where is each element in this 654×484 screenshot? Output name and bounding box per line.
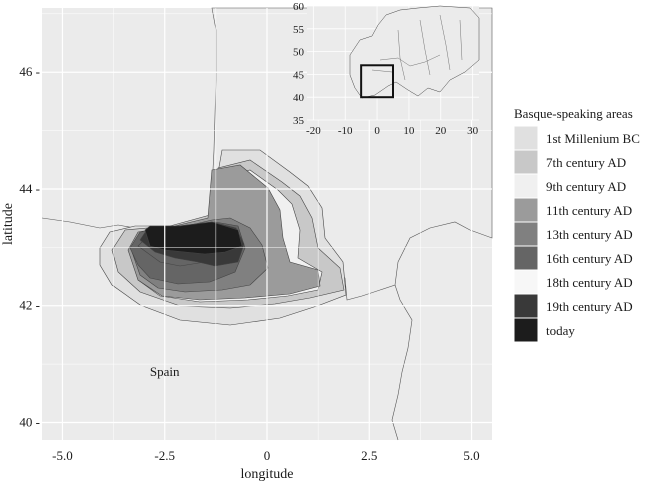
y-axis-label: latitude [1, 203, 16, 245]
legend-swatch [513, 293, 539, 319]
legend-label: 13th century AD [546, 227, 633, 242]
inset-y-tick-label: 40 [293, 92, 305, 104]
inset-y-tick-label: 50 [293, 47, 305, 59]
legend-items: 1st Millenium BC 7th century AD 9th centur… [513, 125, 640, 343]
inset-europe-outline [349, 5, 480, 99]
legend-label: 11th century AD [546, 203, 632, 218]
legend-label: 18th century AD [546, 275, 633, 290]
basque-areas [99, 149, 347, 326]
inset-y-tick-label: 45 [293, 69, 305, 81]
legend-swatch [513, 245, 539, 271]
inset-x-tick-label: 20 [435, 125, 447, 137]
legend-label: 7th century AD [546, 155, 626, 170]
legend-label: 1st Millenium BC [546, 131, 640, 146]
inset-highlight-box [360, 64, 395, 99]
x-tick-label: -2.5 [154, 448, 175, 463]
inset-x-tick-label: 10 [403, 125, 415, 137]
x-tick-label: 5.0 [463, 448, 479, 463]
inset-x-tick-label: 0 [374, 125, 380, 137]
spain-coast [391, 284, 413, 441]
inset-y-tick-label: 35 [293, 115, 305, 127]
legend-swatch [513, 149, 539, 175]
y-tick-label: 40 - [19, 414, 40, 429]
map-axis-ticks: -5.0 -2.5 0 2.5 5.0 40 - 42 - 44 - 46 - [19, 64, 479, 463]
inset-y-tick-label: 60 [293, 1, 305, 13]
legend-swatch [513, 317, 539, 343]
y-tick-label: 46 - [19, 64, 40, 79]
legend: Basque-speaking areas 1st Millenium BC 7t… [513, 106, 640, 343]
legend-label: 19th century AD [546, 299, 633, 314]
legend-title: Basque-speaking areas [514, 106, 633, 121]
place-label: Spain [150, 364, 180, 379]
inset-x-tick-label: 30 [467, 125, 479, 137]
area-today [144, 221, 243, 255]
x-tick-label: 2.5 [361, 448, 377, 463]
inset-map: -20 -10 0 10 20 30 35 40 45 50 55 60 [293, 1, 480, 137]
y-tick-label: 42 - [19, 298, 40, 313]
inset-axis-ticks: -20 -10 0 10 20 30 35 40 45 50 55 60 [293, 1, 479, 137]
x-tick-label: 0 [264, 448, 271, 463]
legend-swatch [513, 197, 539, 223]
legend-label: 9th century AD [546, 179, 626, 194]
legend-label: 16th century AD [546, 251, 633, 266]
inset-x-tick-label: -10 [338, 125, 353, 137]
place-labels: Spain [150, 364, 180, 379]
main-map: -20 -10 0 10 20 30 35 40 45 50 55 60 -5.0 -2.5 0 2.5 5.… [1, 1, 493, 482]
x-tick-label: -5.0 [52, 448, 73, 463]
inset-borders [371, 14, 463, 81]
legend-swatch [513, 173, 539, 199]
y-tick-label: 44 - [19, 181, 40, 196]
legend-swatch [513, 269, 539, 295]
x-axis-label: longitude [241, 467, 294, 482]
inset-x-tick-label: -20 [306, 125, 321, 137]
inset-y-tick-label: 55 [293, 24, 305, 36]
legend-label: today [546, 323, 575, 338]
legend-swatch [513, 221, 539, 247]
legend-swatch [513, 125, 539, 151]
